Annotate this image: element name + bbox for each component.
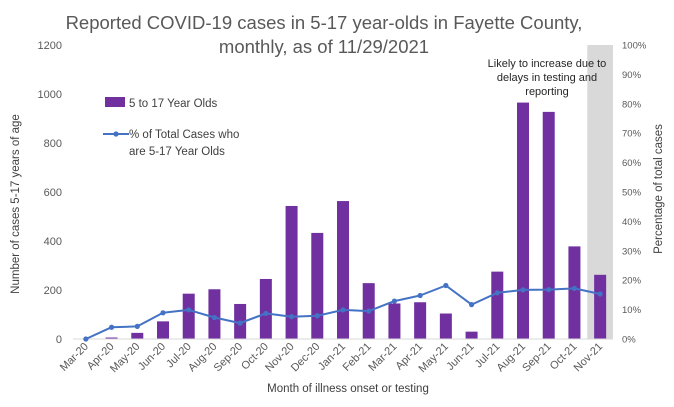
- x-tick-label: Jun-21: [444, 341, 476, 373]
- y-tick-label: 400: [44, 236, 62, 248]
- bar: [517, 102, 529, 339]
- line-point: [391, 298, 398, 304]
- line-point: [237, 320, 243, 326]
- line-point: [494, 290, 500, 296]
- y2-tick-label: 20%: [622, 276, 642, 287]
- y-tick-label: 1200: [38, 40, 62, 52]
- shaded-note-line-1: Likely to increase due to: [488, 58, 607, 70]
- bar: [439, 313, 452, 339]
- line-point: [288, 314, 295, 320]
- x-tick-label: Sep-21: [520, 341, 554, 375]
- x-axis-ticks: Mar-20Apr-20May-20Jun-20Jul-20Aug-20Sep-…: [58, 341, 605, 375]
- legend-bar-swatch: [105, 97, 125, 107]
- x-tick-label: Mar-21: [366, 341, 399, 374]
- legend: 5 to 17 Year Olds % of Total Cases who a…: [103, 97, 239, 158]
- line-point: [314, 313, 320, 319]
- bar: [311, 232, 324, 339]
- line-point: [83, 336, 89, 342]
- line-point: [340, 307, 346, 313]
- legend-line-marker: [113, 131, 119, 137]
- line-point: [520, 287, 526, 293]
- bar: [542, 111, 555, 339]
- y2-tick-label: 50%: [622, 188, 642, 199]
- y2-tick-label: 40%: [622, 217, 642, 228]
- y-axis-title: Number of cases 5-17 years of age: [10, 114, 22, 294]
- line-point: [546, 287, 552, 293]
- chart-title-line-2: monthly, as of 11/29/2021: [219, 36, 429, 57]
- bar: [131, 332, 144, 339]
- line-point: [443, 282, 449, 289]
- x-axis-title: Month of illness onset or testing: [267, 383, 429, 395]
- bar: [259, 278, 272, 339]
- x-tick-label: Nov-21: [572, 341, 606, 375]
- x-tick-label: Dec-20: [289, 341, 323, 375]
- shaded-note-line-2: delays in testing and: [497, 72, 597, 84]
- line-point: [211, 314, 218, 321]
- bar: [568, 246, 581, 339]
- y-tick-label: 800: [44, 138, 62, 150]
- bar: [182, 293, 195, 339]
- y2-tick-label: 70%: [622, 129, 642, 140]
- x-tick-label: Sep-20: [212, 341, 246, 375]
- y-tick-label: 600: [44, 187, 62, 199]
- bar: [594, 274, 607, 339]
- bar: [105, 337, 118, 339]
- bar: [285, 205, 298, 339]
- bar: [465, 331, 478, 339]
- legend-bar-label: 5 to 17 Year Olds: [129, 98, 217, 110]
- line-point: [468, 302, 475, 308]
- y2-tick-label: 60%: [622, 158, 642, 169]
- line-point: [186, 307, 192, 313]
- line-point: [134, 323, 140, 329]
- line-point: [571, 285, 578, 292]
- bar: [491, 271, 504, 339]
- bar: [337, 201, 349, 339]
- y2-axis-title: Percentage of total cases: [653, 124, 665, 254]
- line-point: [263, 310, 269, 317]
- y-tick-label: 0: [56, 334, 62, 346]
- line-point: [597, 291, 603, 297]
- line-point: [417, 292, 423, 299]
- y2-axis-ticks: 0% 10% 20% 30% 40% 50% 60% 70% 80% 90% 100%: [622, 41, 647, 346]
- bar: [414, 302, 427, 339]
- legend-line-label-1: % of Total Cases who: [129, 129, 239, 141]
- y2-tick-label: 90%: [622, 70, 642, 81]
- y-axis-ticks: 0 200 400 600 800 1000 1200: [38, 40, 62, 346]
- shaded-note-line-3: reporting: [525, 86, 568, 98]
- bar: [208, 289, 221, 339]
- line-series: [83, 282, 603, 342]
- chart-title-line-1: Reported COVID-19 cases in 5-17 year-old…: [66, 12, 583, 33]
- x-tick-label: Jun-20: [136, 341, 168, 373]
- legend-line-label-2: are 5-17 Year Olds: [129, 146, 225, 158]
- bar-series: [79, 102, 607, 339]
- y2-tick-label: 10%: [622, 305, 642, 316]
- y-tick-label: 200: [44, 285, 62, 297]
- bar: [388, 303, 401, 339]
- line-point: [366, 308, 372, 314]
- y2-tick-label: 100%: [622, 41, 647, 52]
- y2-tick-label: 80%: [622, 99, 642, 110]
- line-point: [108, 324, 115, 330]
- bar: [157, 321, 169, 339]
- x-tick-label: Mar-20: [58, 341, 91, 374]
- y2-tick-label: 30%: [622, 246, 642, 257]
- line-point: [160, 310, 166, 316]
- y2-tick-label: 0%: [622, 335, 636, 346]
- y-tick-label: 1000: [38, 89, 62, 101]
